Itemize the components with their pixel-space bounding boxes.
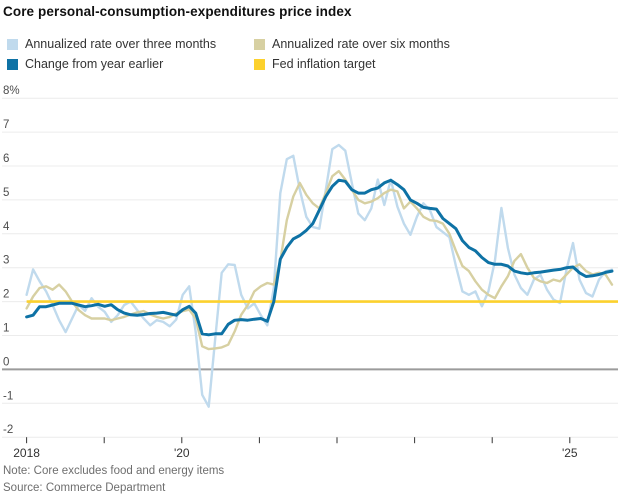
svg-text:-2: -2 — [3, 424, 13, 436]
legend-item-fed-target: Fed inflation target — [254, 57, 450, 71]
six-month-swatch — [254, 38, 265, 50]
legend-label: Change from year earlier — [25, 57, 164, 71]
legend-item-six-month: Annualized rate over six months — [254, 37, 450, 51]
svg-text:2018: 2018 — [13, 446, 40, 460]
svg-text:-1: -1 — [3, 390, 13, 402]
chart-footer: Note: Core excludes food and energy item… — [3, 463, 224, 497]
three-month-swatch — [7, 38, 18, 50]
svg-text:8%: 8% — [3, 85, 20, 97]
chart-title: Core personal-consumption-expenditures p… — [3, 4, 352, 19]
svg-text:3: 3 — [3, 255, 9, 267]
legend-label: Fed inflation target — [272, 57, 376, 71]
svg-text:7: 7 — [3, 119, 9, 131]
legend-label: Annualized rate over three months — [25, 37, 217, 51]
legend-item-year-over-year: Change from year earlier — [7, 57, 254, 71]
fed-target-swatch — [254, 58, 265, 70]
svg-text:'25: '25 — [562, 446, 578, 460]
year-over-year-swatch — [7, 58, 18, 70]
svg-text:4: 4 — [3, 221, 10, 233]
legend-item-three-month: Annualized rate over three months — [7, 37, 254, 51]
svg-text:6: 6 — [3, 153, 9, 165]
legend-label: Annualized rate over six months — [272, 37, 450, 51]
svg-text:1: 1 — [3, 323, 9, 335]
chart-note: Note: Core excludes food and energy item… — [3, 465, 225, 477]
svg-text:5: 5 — [3, 187, 9, 199]
svg-text:2: 2 — [3, 289, 9, 301]
svg-text:0: 0 — [3, 356, 9, 368]
svg-text:'20: '20 — [174, 446, 190, 460]
legend: Annualized rate over three months Annual… — [7, 37, 450, 71]
chart-source: Source: Commerce Department — [3, 482, 166, 494]
